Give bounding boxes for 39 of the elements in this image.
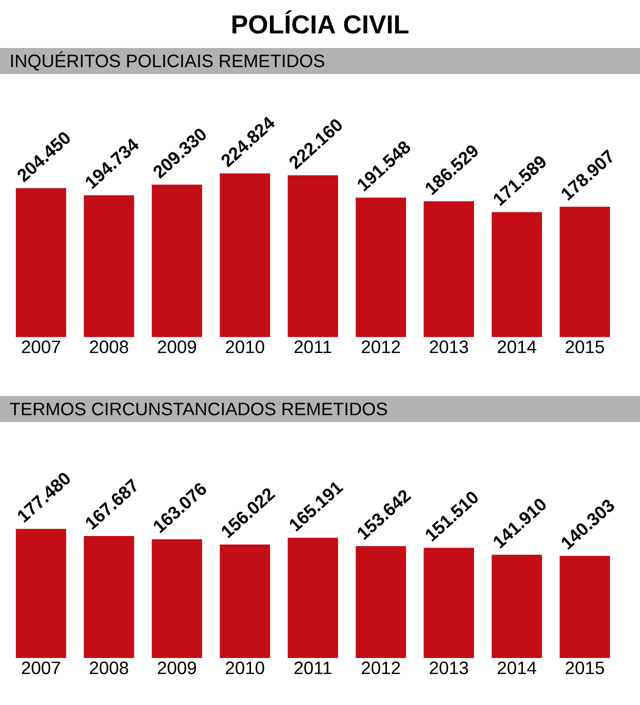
bar — [288, 538, 338, 658]
bar — [16, 188, 66, 337]
x-tick-label: 2007 — [22, 340, 60, 354]
x-tick-label: 2007 — [22, 662, 60, 674]
bar — [220, 173, 270, 337]
bar — [560, 206, 610, 337]
chart-subtitle: TERMOS CIRCUNSTANCIADOS REMETIDOS — [10, 402, 387, 416]
x-tick-label: 2013 — [430, 662, 468, 674]
x-tick-label: 2010 — [226, 662, 264, 674]
x-tick-label: 2015 — [566, 662, 604, 674]
bar — [84, 536, 134, 658]
x-tick-label: 2014 — [498, 662, 536, 674]
x-tick-label: 2008 — [90, 662, 128, 674]
x-tick-label: 2014 — [498, 340, 536, 354]
chart-title: POLÍCIA CIVIL — [232, 10, 408, 34]
x-tick-label: 2009 — [158, 662, 196, 674]
bar — [152, 539, 202, 658]
x-tick-label: 2012 — [362, 340, 400, 354]
x-tick-label: 2013 — [430, 340, 468, 354]
x-tick-label: 2011 — [294, 662, 332, 674]
x-tick-label: 2009 — [158, 340, 196, 354]
x-tick-label: 2011 — [294, 340, 332, 354]
x-tick-label: 2010 — [226, 340, 264, 354]
bar — [560, 556, 610, 658]
x-tick-label: 2012 — [362, 662, 400, 674]
bar — [152, 184, 202, 337]
bar — [492, 212, 542, 337]
bar — [356, 198, 406, 337]
chart-subtitle: INQUÉRITOS POLICIAIS REMETIDOS — [11, 52, 324, 70]
x-tick-label: 2015 — [566, 340, 604, 354]
bar — [424, 548, 474, 658]
bar — [288, 175, 338, 337]
bar — [424, 201, 474, 337]
bar — [84, 195, 134, 337]
bar — [220, 544, 270, 658]
bar — [16, 528, 66, 658]
bar — [356, 546, 406, 658]
bar — [492, 554, 542, 658]
x-tick-label: 2008 — [90, 340, 128, 354]
